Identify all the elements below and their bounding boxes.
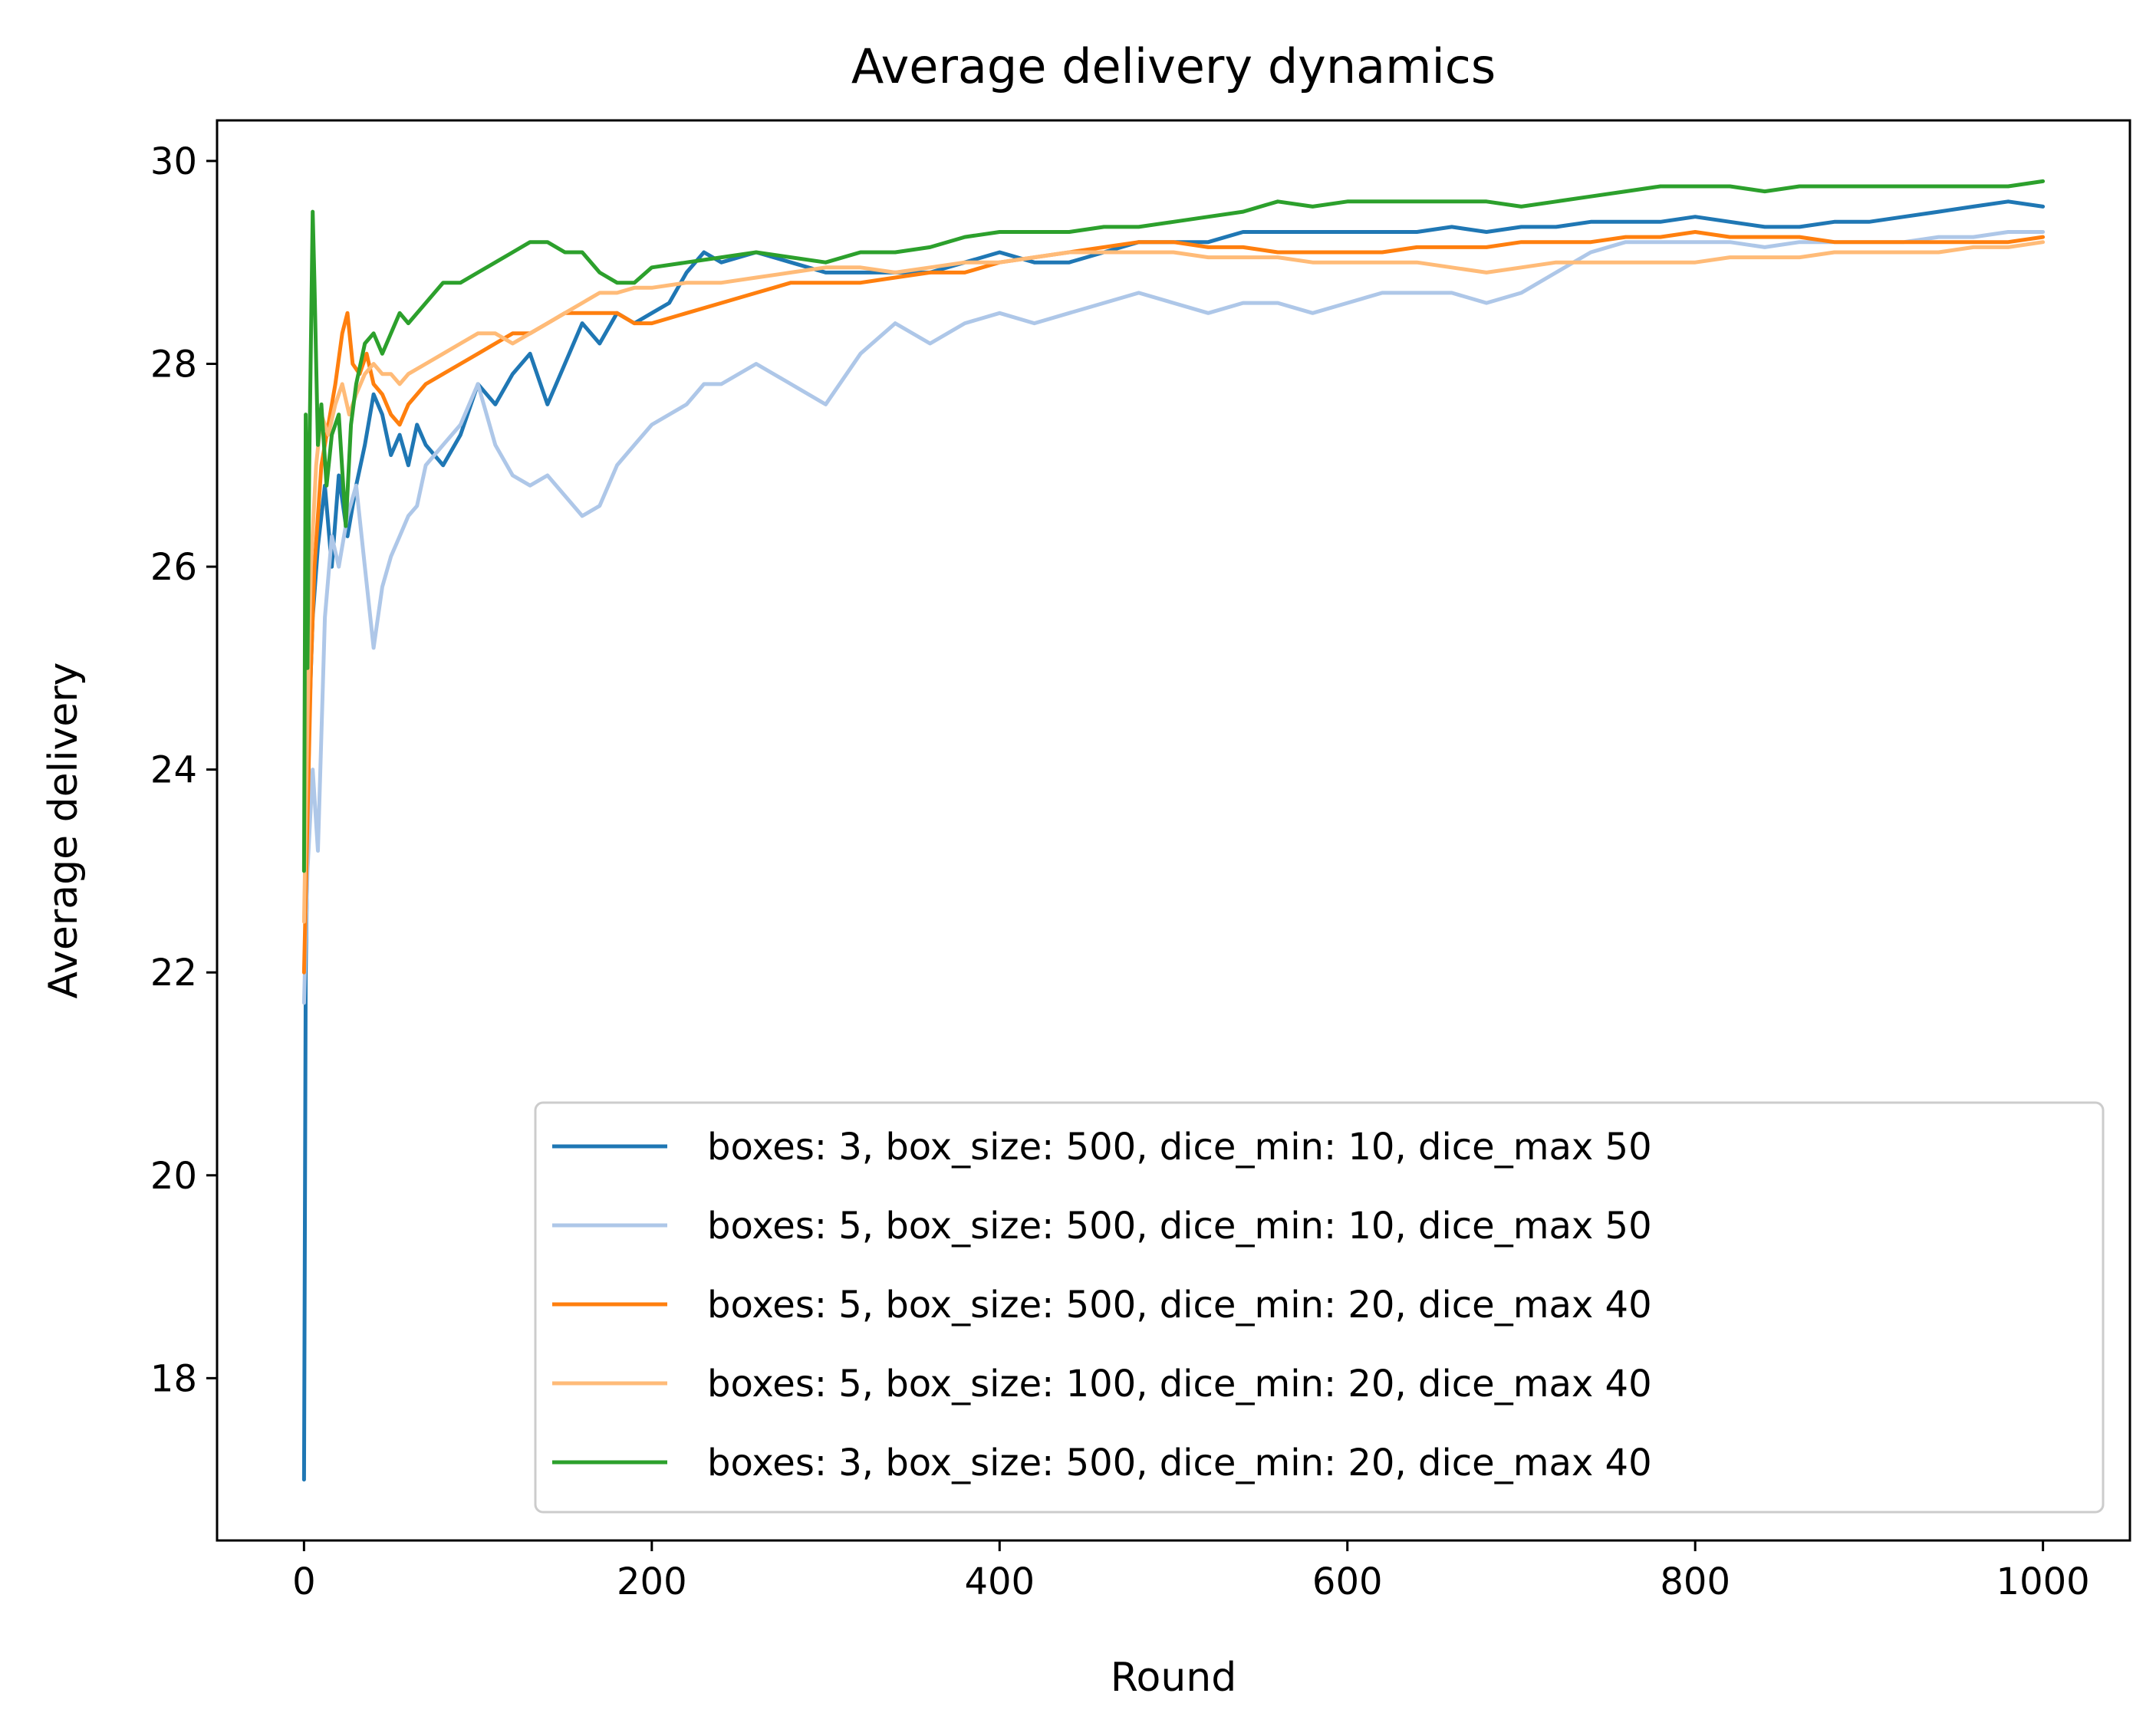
- series-line-3: [301, 230, 2046, 975]
- series-line-4: [301, 240, 2046, 924]
- plot-frame: [216, 119, 2131, 1542]
- y-tick-label: 28: [150, 343, 197, 386]
- x-tick-label: 800: [1660, 1560, 1730, 1603]
- x-axis-label: Round: [1111, 1655, 1237, 1701]
- y-tick-label: 18: [150, 1357, 197, 1400]
- legend-label-5: boxes: 3, box_size: 500, dice_min: 20, d…: [707, 1442, 1652, 1484]
- x-axis: 0 200 400 600 800 1000: [292, 1540, 2090, 1603]
- y-tick-label: 24: [150, 749, 197, 792]
- legend-box: [534, 1101, 2105, 1514]
- x-tick-label: 400: [964, 1560, 1035, 1603]
- legend-label-3: boxes: 5, box_size: 500, dice_min: 20, d…: [707, 1284, 1652, 1327]
- legend-label-1: boxes: 3, box_size: 500, dice_min: 10, d…: [707, 1126, 1652, 1169]
- y-tick-label: 30: [150, 140, 197, 183]
- chart-title: Average delivery dynamics: [851, 38, 1496, 94]
- x-tick-label: 600: [1312, 1560, 1383, 1603]
- y-tick-label: 26: [150, 546, 197, 589]
- y-axis-label: Average delivery: [41, 663, 87, 999]
- x-tick-label: 0: [292, 1560, 316, 1603]
- series-line-1: [301, 199, 2046, 1482]
- x-tick-label: 1000: [1996, 1560, 2090, 1603]
- series-line-5: [301, 179, 2046, 873]
- plot-lines: [301, 179, 2046, 1482]
- legend: boxes: 3, box_size: 500, dice_min: 10, d…: [534, 1101, 2105, 1514]
- series-line-2: [301, 230, 2046, 1005]
- x-tick-label: 200: [617, 1560, 687, 1603]
- legend-label-2: boxes: 5, box_size: 500, dice_min: 10, d…: [707, 1205, 1652, 1248]
- y-axis: 18 20 22 24 26 28 30: [150, 140, 217, 1400]
- legend-label-4: boxes: 5, box_size: 100, dice_min: 20, d…: [707, 1363, 1652, 1406]
- y-tick-label: 20: [150, 1155, 197, 1198]
- y-tick-label: 22: [150, 952, 197, 995]
